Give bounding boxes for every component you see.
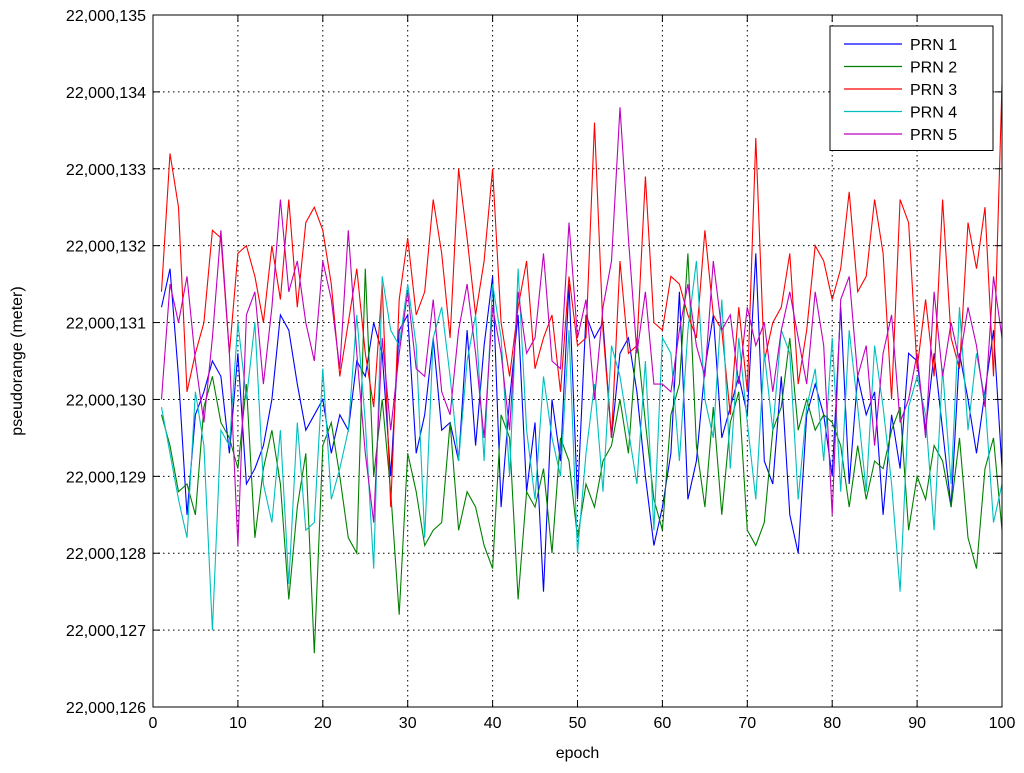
y-tick-label: 22,000,134 bbox=[66, 85, 146, 102]
x-axis-label: epoch bbox=[556, 745, 600, 762]
y-tick-label: 22,000,126 bbox=[66, 700, 146, 717]
y-axis-label: pseudorange (meter) bbox=[9, 286, 26, 435]
legend-entry: PRN 5 bbox=[910, 127, 957, 144]
x-tick-label: 70 bbox=[738, 715, 756, 732]
series-prn-3-line bbox=[160, 84, 1003, 508]
legend-box bbox=[829, 25, 994, 151]
legend-entry: PRN 3 bbox=[910, 82, 957, 99]
y-tick-label: 22,000,133 bbox=[66, 162, 146, 179]
x-tick-label: 0 bbox=[149, 715, 158, 732]
series-prn-5-line bbox=[160, 107, 1003, 546]
x-tick-label: 10 bbox=[229, 715, 247, 732]
y-tick-label: 22,000,131 bbox=[66, 316, 146, 333]
axis-ticks bbox=[152, 14, 1003, 708]
x-tick-label: 20 bbox=[314, 715, 332, 732]
y-tick-label: 22,000,130 bbox=[66, 392, 146, 409]
series-prn-4-line bbox=[160, 260, 1003, 631]
series-prn-1-line bbox=[160, 253, 1003, 592]
legend: PRN 1 PRN 2 PRN 3 PRN 4 PRN 5 bbox=[829, 25, 994, 151]
x-tick-label: 50 bbox=[569, 715, 587, 732]
y-tick-label: 22,000,135 bbox=[66, 8, 146, 25]
x-tick-label: 30 bbox=[399, 715, 417, 732]
series-layer bbox=[160, 84, 1003, 654]
y-tick-label: 22,000,129 bbox=[66, 469, 146, 486]
y-tick-label: 22,000,128 bbox=[66, 546, 146, 563]
y-tick-label: 22,000,127 bbox=[66, 623, 146, 640]
tick-labels: 0 10 20 30 40 50 60 70 80 90 100 22,000,126 22,000,1… bbox=[66, 8, 1016, 732]
x-tick-label: 80 bbox=[823, 715, 841, 732]
x-tick-label: 60 bbox=[654, 715, 672, 732]
legend-entry: PRN 2 bbox=[910, 60, 957, 77]
x-tick-label: 40 bbox=[484, 715, 502, 732]
x-tick-label: 100 bbox=[989, 715, 1016, 732]
legend-entry: PRN 1 bbox=[910, 37, 957, 54]
y-tick-label: 22,000,132 bbox=[66, 239, 146, 256]
legend-entry: PRN 4 bbox=[910, 105, 957, 122]
x-tick-label: 90 bbox=[908, 715, 926, 732]
